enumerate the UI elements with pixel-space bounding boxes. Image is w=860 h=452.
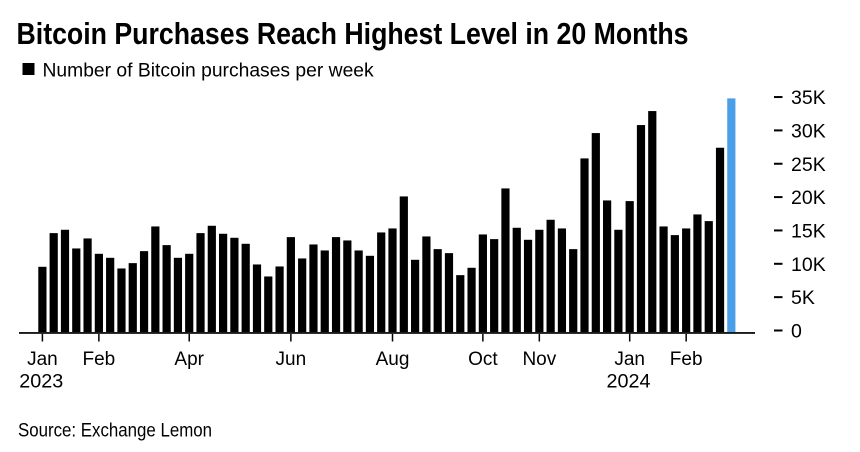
svg-text:Number of Bitcoin purchases pe: Number of Bitcoin purchases per week <box>43 61 375 82</box>
svg-text:15K: 15K <box>791 220 826 242</box>
svg-text:10K: 10K <box>791 254 826 276</box>
svg-text:Jan: Jan <box>614 349 645 370</box>
svg-text:5K: 5K <box>791 287 815 309</box>
svg-text:Apr: Apr <box>174 349 204 370</box>
svg-text:Bitcoin Purchases Reach Highes: Bitcoin Purchases Reach Highest Level in… <box>17 16 689 51</box>
svg-text:2023: 2023 <box>19 371 63 393</box>
svg-text:2024: 2024 <box>606 371 650 393</box>
svg-text:0: 0 <box>791 321 802 343</box>
svg-text:Feb: Feb <box>670 349 703 370</box>
svg-text:Aug: Aug <box>376 349 410 370</box>
svg-text:25K: 25K <box>791 154 826 176</box>
svg-text:20K: 20K <box>791 187 826 209</box>
svg-text:35K: 35K <box>791 87 826 109</box>
svg-text:Nov: Nov <box>522 349 556 370</box>
svg-text:Source: Exchange Lemon: Source: Exchange Lemon <box>18 421 212 442</box>
svg-text:Feb: Feb <box>82 349 115 370</box>
svg-text:Jan: Jan <box>27 349 58 370</box>
svg-text:30K: 30K <box>791 120 826 142</box>
svg-text:Oct: Oct <box>468 349 498 370</box>
svg-text:Jun: Jun <box>276 349 307 370</box>
